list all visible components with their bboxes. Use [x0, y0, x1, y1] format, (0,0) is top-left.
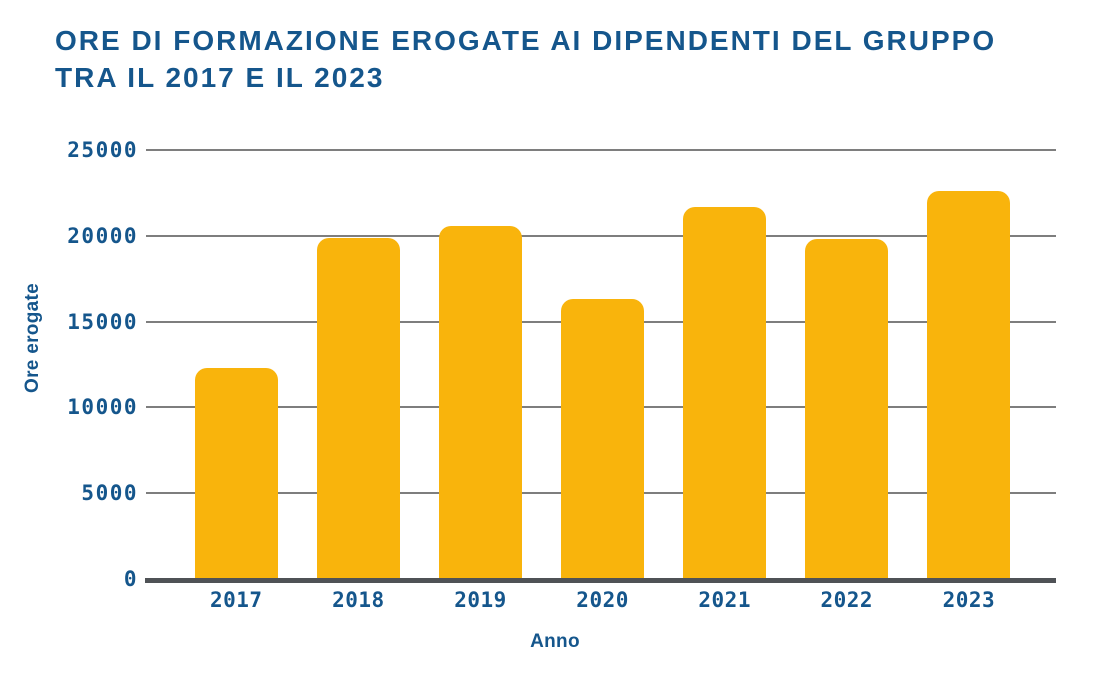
y-tick-label-10000: 10000 [67, 395, 138, 420]
bar-2019 [439, 225, 522, 581]
y-tick-label-25000: 25000 [67, 138, 138, 162]
bar-2022 [805, 239, 889, 581]
bar-2017 [194, 367, 278, 581]
x-tick-label-2018: 2018 [332, 588, 385, 612]
bar-2018 [316, 237, 400, 581]
x-axis-title: Anno [530, 631, 580, 652]
gridline-25000 [146, 149, 1056, 151]
gridline-20000 [146, 234, 1056, 237]
x-tick-label-2023: 2023 [942, 588, 996, 612]
y-axis-title: Ore erogate [22, 283, 43, 393]
chart-title-line-2: TRA IL 2017 E IL 2023 [55, 62, 385, 93]
x-tick-label-2020: 2020 [576, 588, 629, 612]
bar-2021 [683, 206, 767, 581]
bar-2020 [561, 299, 645, 581]
x-tick-label-2017: 2017 [210, 588, 263, 612]
y-tick-label-0: 0 [123, 567, 138, 591]
x-tick-label-2019: 2019 [454, 588, 507, 612]
chart-title-line-1: ORE DI FORMAZIONE EROGATE AI DIPENDENTI … [55, 25, 997, 56]
y-tick-label-20000: 20000 [67, 223, 138, 248]
x-tick-label-2021: 2021 [698, 588, 751, 612]
x-tick-label-2022: 2022 [820, 588, 874, 612]
bar-2023 [927, 191, 1011, 581]
x-axis-line [145, 578, 1056, 583]
chart-title: ORE DI FORMAZIONE EROGATE AI DIPENDENTI … [55, 22, 1085, 96]
y-tick-label-15000: 15000 [67, 309, 138, 334]
y-tick-label-5000: 5000 [81, 481, 138, 506]
